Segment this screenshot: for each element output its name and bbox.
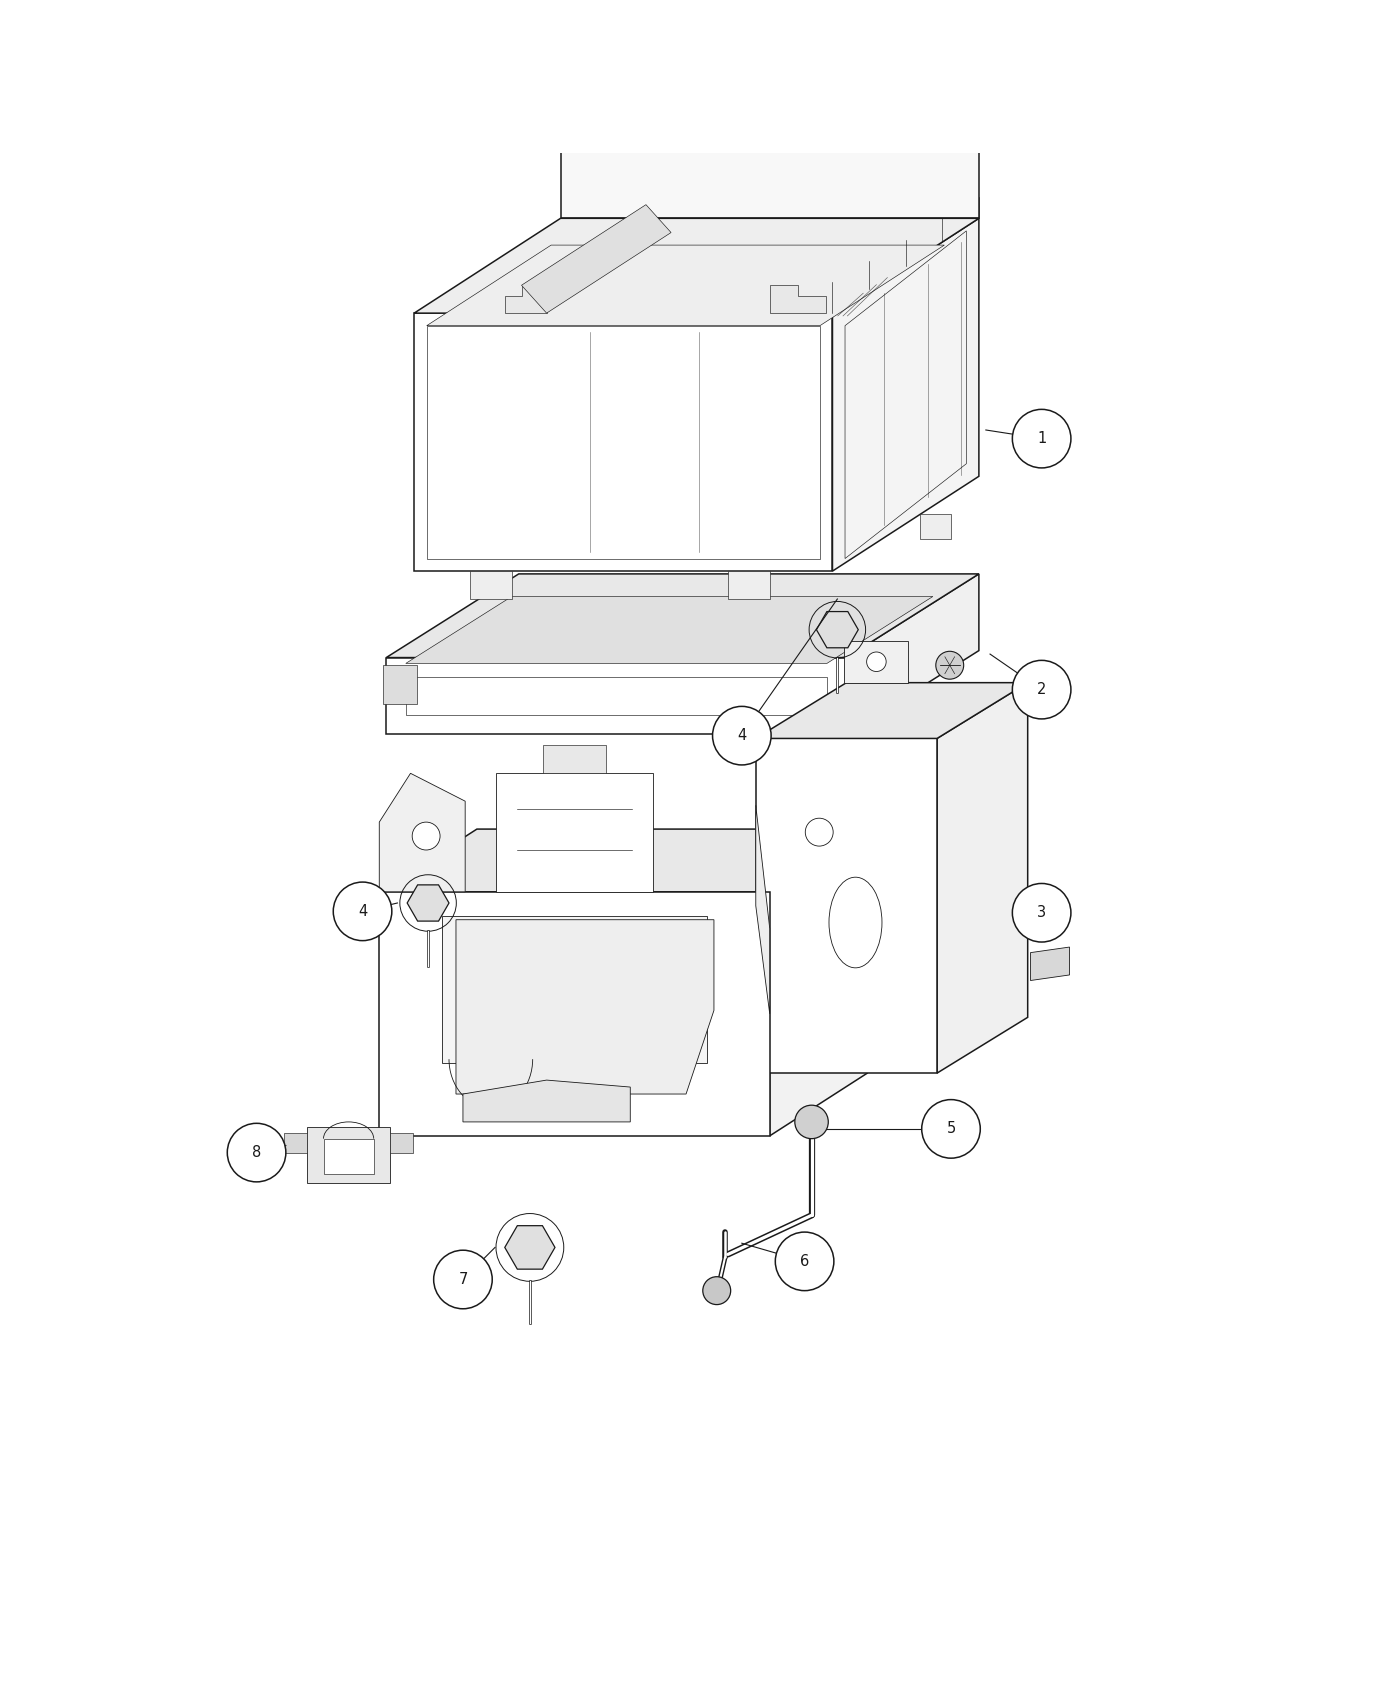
Text: 3: 3 [1037,904,1046,920]
Polygon shape [442,916,707,1062]
Circle shape [227,1124,286,1182]
Polygon shape [522,204,671,313]
Polygon shape [756,738,937,1073]
Polygon shape [756,683,1028,738]
Circle shape [795,1105,829,1139]
Text: 4: 4 [358,904,367,920]
Polygon shape [833,218,979,571]
Text: 5: 5 [946,1122,956,1136]
Polygon shape [505,286,546,313]
Polygon shape [456,920,714,1095]
Text: 7: 7 [458,1272,468,1287]
Circle shape [1012,884,1071,942]
Polygon shape [770,286,826,313]
Circle shape [867,653,886,672]
Text: 1: 1 [1037,432,1046,445]
Polygon shape [407,886,449,921]
Circle shape [1012,660,1071,719]
Polygon shape [427,326,820,559]
Polygon shape [307,1127,391,1183]
Polygon shape [386,658,847,734]
Polygon shape [379,892,770,1136]
Circle shape [805,818,833,847]
Polygon shape [847,575,979,734]
Polygon shape [379,830,868,893]
Polygon shape [384,665,417,704]
Circle shape [921,1100,980,1158]
Circle shape [434,1250,493,1309]
Polygon shape [846,231,966,559]
Polygon shape [770,830,868,1136]
Polygon shape [505,1226,554,1270]
Ellipse shape [829,877,882,967]
Circle shape [333,882,392,940]
Polygon shape [427,245,945,326]
Polygon shape [323,1139,374,1173]
Circle shape [1012,410,1071,468]
Text: 2: 2 [1037,682,1046,697]
Polygon shape [756,806,770,1013]
Polygon shape [414,313,833,571]
Polygon shape [497,774,652,892]
Polygon shape [937,683,1028,1073]
Text: 4: 4 [738,728,746,743]
Circle shape [776,1232,834,1290]
Polygon shape [920,513,951,539]
Polygon shape [816,612,858,648]
Text: 8: 8 [252,1146,262,1159]
Polygon shape [1030,947,1070,981]
Polygon shape [470,571,512,598]
Polygon shape [728,571,770,598]
Circle shape [935,651,963,680]
Polygon shape [819,709,886,734]
Text: 6: 6 [799,1255,809,1268]
Polygon shape [560,100,979,218]
Polygon shape [391,1134,413,1153]
Polygon shape [414,218,979,313]
Circle shape [703,1277,731,1304]
Polygon shape [406,677,827,714]
Circle shape [412,823,440,850]
Polygon shape [379,774,465,892]
Polygon shape [463,1080,630,1122]
Polygon shape [386,575,979,658]
Polygon shape [543,745,606,774]
Circle shape [713,707,771,765]
Polygon shape [406,597,932,663]
Polygon shape [844,641,909,683]
Polygon shape [284,1134,307,1153]
